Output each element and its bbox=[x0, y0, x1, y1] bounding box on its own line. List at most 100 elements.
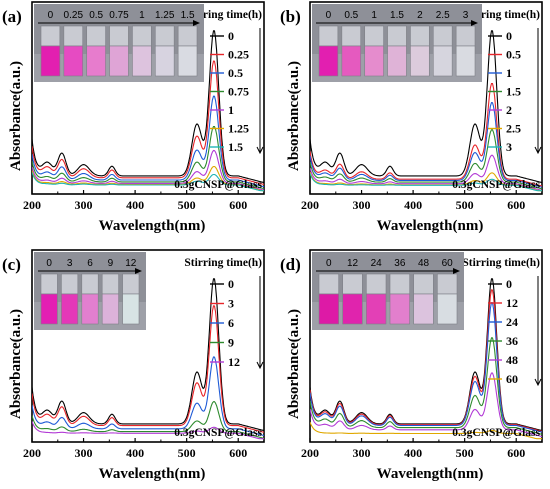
x-tick-label: 500 bbox=[456, 198, 474, 212]
x-tick-label: 600 bbox=[507, 446, 525, 460]
legend-label: 36 bbox=[506, 334, 518, 348]
legend-label: 2 bbox=[506, 103, 512, 117]
legend-label: 48 bbox=[506, 353, 518, 367]
x-tick-label: 400 bbox=[404, 446, 422, 460]
vial-time-label: 0 bbox=[48, 10, 54, 21]
vial-liquid bbox=[177, 45, 198, 77]
legend-label: 9 bbox=[228, 336, 234, 350]
vial-liquid bbox=[40, 45, 61, 77]
legend-label: 60 bbox=[506, 372, 518, 386]
vial-liquid bbox=[341, 45, 362, 77]
chart-panel: 200 300 400 500 600Wavelength(nm)Absorbance(… bbox=[280, 1, 543, 234]
legend-label: 6 bbox=[228, 316, 234, 330]
series-line bbox=[310, 173, 542, 192]
vial-time-label: 48 bbox=[418, 258, 430, 269]
series-group bbox=[32, 30, 264, 192]
x-tick-label: 300 bbox=[353, 198, 371, 212]
y-axis-title: Absorbance(a.u.) bbox=[286, 61, 302, 171]
vial-time-label: 0.5 bbox=[89, 10, 103, 21]
legend-label: 0 bbox=[506, 29, 512, 43]
vial-photo: 0 3 6 9 12 bbox=[34, 252, 146, 330]
series-line bbox=[310, 154, 542, 191]
vial-liquid bbox=[109, 45, 129, 77]
vial-glass bbox=[432, 25, 453, 47]
vial-glass bbox=[101, 273, 119, 295]
vial-liquid bbox=[318, 45, 339, 77]
vial-time-label: 6 bbox=[87, 258, 93, 269]
vial-glass bbox=[318, 273, 339, 295]
vial-liquid bbox=[63, 45, 84, 77]
sample-label: 0.3gCNSP@Glass bbox=[174, 179, 262, 191]
vial-liquid bbox=[364, 45, 384, 77]
vial-liquid bbox=[101, 293, 119, 325]
vial-time-label: 1.25 bbox=[155, 10, 175, 21]
legend-label: 24 bbox=[506, 315, 518, 329]
panel-label: (d) bbox=[280, 255, 301, 274]
vial-glass bbox=[40, 25, 61, 47]
photo-arrow-head bbox=[453, 268, 460, 274]
vial-glass bbox=[364, 25, 384, 47]
legend-label: 0.5 bbox=[506, 48, 521, 62]
x-tick-label: 400 bbox=[126, 446, 144, 460]
legend-label: 1.25 bbox=[228, 122, 249, 136]
legend-label: 0.5 bbox=[228, 66, 243, 80]
vial-time-label: 24 bbox=[371, 258, 383, 269]
vial-time-label: 9 bbox=[108, 258, 114, 269]
legend-label: 0 bbox=[228, 29, 234, 43]
legend-label: 0 bbox=[228, 277, 234, 291]
series-line bbox=[32, 30, 264, 184]
vial-time-label: 0 bbox=[326, 10, 332, 21]
series-line bbox=[310, 421, 542, 440]
x-tick-label: 200 bbox=[23, 446, 41, 460]
vial-glass bbox=[81, 273, 99, 295]
plot-frame bbox=[31, 249, 265, 443]
y-axis-title: Absorbance(a.u.) bbox=[286, 309, 302, 419]
vial-time-label: 0.5 bbox=[344, 10, 358, 21]
vial-time-label: 0.75 bbox=[109, 10, 129, 21]
x-tick-label: 600 bbox=[229, 446, 247, 460]
legend-label: 1.5 bbox=[228, 140, 243, 154]
legend-label: 1.5 bbox=[506, 85, 521, 99]
chart-panel: 200 300 400 500 600Wavelength(nm)Absorbance(… bbox=[280, 249, 543, 482]
vial-time-label: 36 bbox=[394, 258, 406, 269]
chart-panel: 200 300 400 500 600Wavelength(nm)Absorbance(… bbox=[2, 249, 265, 482]
legend-title: Stirring time(h) bbox=[462, 257, 540, 269]
legend-label: 0.25 bbox=[228, 48, 249, 62]
sample-label: 0.3gCNSP@Glass bbox=[174, 427, 262, 439]
series-line bbox=[32, 95, 264, 188]
x-axis-title: Wavelength(nm) bbox=[377, 218, 484, 234]
vial-liquid bbox=[413, 293, 434, 325]
vial-liquid bbox=[40, 293, 58, 325]
photo-arrow-head bbox=[193, 20, 200, 26]
vial-glass bbox=[366, 273, 387, 295]
sample-label: 0.3gCNSP@Glass bbox=[452, 179, 540, 191]
series-line bbox=[310, 82, 542, 187]
trend-arrow-head bbox=[256, 361, 264, 370]
legend-label: 3 bbox=[228, 297, 234, 311]
vial-time-label: 3 bbox=[67, 258, 73, 269]
series-line bbox=[310, 129, 542, 190]
vial-photo: 0 0.5 1 1.5 2 2.5 3 bbox=[312, 4, 482, 82]
vial-liquid bbox=[410, 45, 430, 77]
legend-title: Stirring time(h) bbox=[184, 257, 262, 269]
panel-label: (b) bbox=[280, 7, 301, 26]
vial-time-label: 12 bbox=[125, 258, 137, 269]
x-tick-label: 300 bbox=[75, 446, 93, 460]
vial-time-label: 2.5 bbox=[436, 10, 450, 21]
vial-photo: 0 12 24 36 48 60 bbox=[312, 252, 464, 330]
vial-time-label: 0.25 bbox=[64, 10, 84, 21]
panel-label: (c) bbox=[2, 255, 21, 274]
vial-liquid bbox=[86, 45, 106, 77]
vial-glass bbox=[122, 273, 140, 295]
series-line bbox=[32, 60, 264, 186]
vial-liquid bbox=[318, 293, 339, 325]
vial-liquid bbox=[132, 45, 152, 77]
y-axis-title: Absorbance(a.u.) bbox=[8, 309, 24, 419]
vial-photo: 0 0.25 0.5 0.75 1 1.25 1.5 bbox=[34, 4, 204, 82]
vial-glass bbox=[109, 25, 129, 47]
series-line bbox=[310, 302, 542, 433]
x-tick-label: 300 bbox=[75, 198, 93, 212]
trend-arrow-head bbox=[534, 146, 542, 155]
photo-arrow-head bbox=[471, 20, 478, 26]
vial-glass bbox=[455, 25, 476, 47]
